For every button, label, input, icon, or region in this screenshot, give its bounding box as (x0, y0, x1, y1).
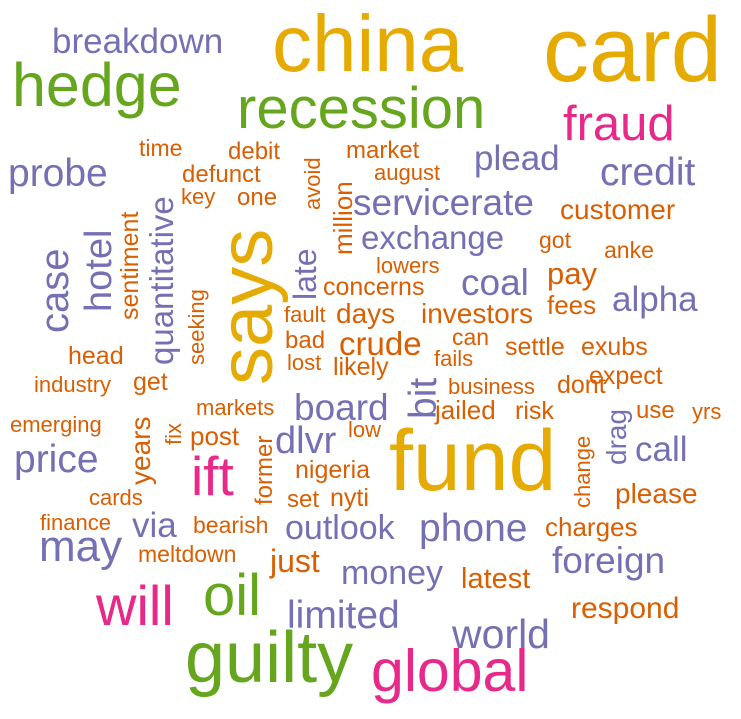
word-fraud: fraud (563, 97, 675, 151)
word-dlvr: dlvr (275, 420, 337, 462)
word-jailed: jailed (435, 395, 496, 425)
word-alpha: alpha (612, 280, 698, 319)
word-just: just (270, 543, 320, 579)
word-drag: drag (601, 408, 632, 465)
word-nigeria: nigeria (295, 456, 371, 484)
word-fix: fix (161, 423, 186, 445)
word-hedge: hedge (12, 51, 182, 119)
word-late: late (287, 248, 323, 300)
word-phone: phone (419, 507, 528, 550)
word-exubs: exubs (581, 333, 648, 361)
word-industry: industry (34, 372, 112, 397)
word-oil: oil (203, 563, 262, 628)
word-emerging: emerging (10, 412, 102, 437)
word-respond: respond (571, 592, 680, 625)
word-settle: settle (505, 333, 565, 361)
word-bad: bad (285, 327, 326, 354)
word-key: key (181, 184, 216, 209)
word-meltdown: meltdown (138, 541, 237, 567)
word-concerns: concerns (323, 273, 425, 301)
word-lowers: lowers (376, 253, 440, 278)
word-world: world (452, 611, 550, 657)
word-likely: likely (333, 353, 389, 381)
word-charges: charges (545, 512, 638, 542)
word-days: days (336, 298, 396, 329)
word-low: low (348, 417, 382, 442)
word-price: price (14, 438, 99, 481)
word-case: case (33, 248, 77, 334)
word-plead: plead (474, 139, 560, 178)
word-limited: limited (287, 594, 400, 637)
word-fees: fees (547, 290, 597, 320)
word-board: board (294, 387, 389, 428)
word-hotel: hotel (78, 229, 120, 312)
word-breakdown: breakdown (52, 22, 224, 61)
word-got: got (539, 227, 571, 253)
word-card: card (543, 0, 722, 101)
word-crude: crude (339, 325, 422, 362)
word-avoid: avoid (300, 157, 325, 210)
word-recession: recession (237, 76, 486, 141)
word-years: years (125, 416, 156, 485)
word-can: can (452, 324, 490, 350)
word-post: post (190, 421, 240, 451)
word-fault: fault (284, 302, 326, 327)
word-investors: investors (421, 298, 534, 329)
word-via: via (132, 506, 177, 545)
word-debit: debit (228, 138, 281, 165)
word-guilty: guilty (185, 618, 354, 698)
word-quantitative: quantitative (143, 196, 180, 365)
word-servicerate: servicerate (353, 182, 534, 223)
word-use: use (636, 397, 675, 424)
word-may: may (39, 522, 123, 571)
word-bearish: bearish (193, 512, 269, 538)
word-fund: fund (389, 413, 557, 509)
word-foreign: foreign (552, 540, 666, 581)
word-pay: pay (547, 256, 597, 291)
word-market: market (346, 137, 420, 164)
word-credit: credit (600, 151, 696, 194)
word-expect: expect (589, 362, 663, 390)
word-business: business (448, 374, 535, 399)
word-seeking: seeking (184, 289, 209, 365)
word-anke: anke (604, 237, 654, 263)
word-global: global (371, 638, 529, 704)
word-money: money (341, 554, 444, 592)
word-please: please (615, 478, 698, 509)
word-defunct: defunct (182, 161, 261, 188)
word-will: will (96, 574, 174, 637)
word-probe: probe (8, 152, 108, 195)
word-time: time (139, 135, 183, 161)
word-nyti: nyti (330, 484, 369, 512)
word-one: one (237, 184, 278, 211)
word-china: china (272, 0, 464, 88)
word-customer: customer (560, 194, 676, 225)
word-outlook: outlook (285, 509, 395, 547)
word-change: change (570, 435, 595, 508)
word-risk: risk (515, 397, 554, 425)
word-ift: ift (191, 445, 234, 507)
word-says: says (204, 228, 289, 385)
word-set: set (287, 486, 320, 513)
word-dont: dont (557, 371, 606, 399)
word-august: august (374, 160, 441, 185)
word-finance: finance (40, 510, 111, 535)
word-head: head (68, 342, 124, 370)
word-lost: lost (287, 350, 322, 375)
word-coal: coal (461, 262, 529, 303)
word-exchange: exchange (361, 219, 505, 256)
word-cards: cards (89, 485, 143, 510)
word-sentiment: sentiment (116, 211, 144, 320)
word-fails: fails (434, 346, 474, 371)
word-get: get (133, 368, 168, 396)
word-latest: latest (461, 563, 531, 595)
word-yrs: yrs (692, 399, 722, 424)
word-former: former (251, 435, 278, 505)
word-markets: markets (196, 395, 275, 420)
word-call: call (635, 430, 688, 469)
